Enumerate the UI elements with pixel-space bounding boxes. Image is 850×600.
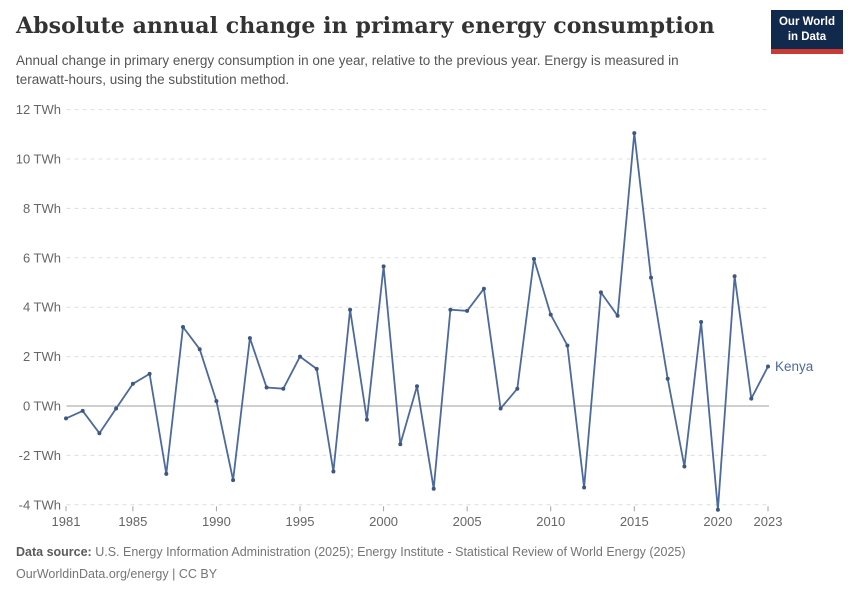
- data-point[interactable]: [147, 371, 152, 376]
- data-point[interactable]: [498, 406, 503, 411]
- data-point[interactable]: [699, 320, 704, 324]
- y-tick-label: 4 TWh: [23, 300, 61, 315]
- x-tick-label: 1995: [286, 514, 315, 529]
- y-axis-labels: 12 TWh 10 TWh 8 TWh 6 TWh 4 TWh 2 TWh 0 TWh -2 …: [16, 102, 61, 512]
- data-point[interactable]: [715, 507, 720, 512]
- owid-logo-line2: in Data: [787, 30, 827, 43]
- data-point[interactable]: [632, 131, 637, 136]
- data-point[interactable]: [532, 257, 536, 261]
- page-title: Absolute annual change in primary energy…: [16, 13, 715, 39]
- data-point[interactable]: [214, 399, 219, 404]
- data-point[interactable]: [331, 469, 336, 474]
- y-tick-label: 6 TWh: [23, 250, 61, 265]
- y-tick-label: 8 TWh: [23, 201, 61, 216]
- chart-footer: Data source: U.S. Energy Information Adm…: [16, 543, 836, 583]
- x-tick-label: 2010: [536, 514, 565, 529]
- data-point[interactable]: [598, 290, 603, 295]
- x-tick-label: 1985: [118, 514, 147, 529]
- x-axis-ticks: 1981 1985 1990 1995 2000 2005 2010 2015 2020 2023: [52, 506, 783, 529]
- data-point[interactable]: [164, 471, 169, 476]
- data-point[interactable]: [749, 396, 754, 401]
- entity-label[interactable]: Kenya: [775, 359, 814, 374]
- data-point[interactable]: [565, 343, 570, 348]
- y-tick-label: 2 TWh: [23, 349, 61, 364]
- data-point[interactable]: [481, 286, 486, 291]
- data-point[interactable]: [448, 307, 453, 312]
- data-point[interactable]: [80, 408, 85, 413]
- owid-logo[interactable]: Our World in Data: [770, 10, 843, 54]
- x-tick-label: 2023: [754, 514, 783, 529]
- x-tick-label: 2020: [703, 514, 732, 529]
- data-point[interactable]: [264, 385, 269, 390]
- data-point[interactable]: [281, 386, 286, 391]
- x-tick-label: 1990: [202, 514, 231, 529]
- data-source-text: U.S. Energy Information Administration (…: [95, 545, 686, 559]
- data-point[interactable]: [465, 308, 470, 313]
- data-point[interactable]: [298, 354, 302, 359]
- x-tick-label: 2000: [369, 514, 398, 529]
- data-point[interactable]: [682, 464, 687, 469]
- data-point[interactable]: [665, 376, 670, 381]
- data-point-markers[interactable]: [64, 131, 770, 512]
- data-point[interactable]: [649, 275, 653, 280]
- license-line: OurWorldinData.org/energy | CC BY: [16, 565, 836, 583]
- data-point[interactable]: [515, 386, 520, 391]
- data-point[interactable]: [231, 478, 236, 483]
- data-point[interactable]: [582, 485, 587, 490]
- data-point[interactable]: [181, 325, 185, 329]
- y-tick-label: 10 TWh: [16, 152, 61, 167]
- data-point[interactable]: [97, 431, 102, 436]
- chart-subtitle: Annual change in primary energy consumpt…: [16, 53, 679, 87]
- y-gridlines: [66, 109, 769, 506]
- owid-url-link[interactable]: OurWorldinData.org/energy: [16, 567, 169, 582]
- y-tick-label: -4 TWh: [19, 497, 61, 512]
- data-point[interactable]: [64, 416, 68, 421]
- owid-logo-line1: Our World: [778, 16, 835, 28]
- license-label: CC BY: [178, 567, 218, 582]
- data-point[interactable]: [615, 313, 620, 318]
- y-tick-label: 12 TWh: [16, 102, 61, 117]
- data-point[interactable]: [766, 364, 770, 369]
- data-point[interactable]: [364, 417, 369, 422]
- chart-svg[interactable]: 12 TWh 10 TWh 8 TWh 6 TWh 4 TWh 2 TWh 0 TWh -2 …: [0, 100, 850, 540]
- y-tick-label: 0 TWh: [23, 399, 61, 414]
- data-point[interactable]: [398, 442, 403, 447]
- x-tick-label: 2005: [453, 514, 482, 529]
- data-point[interactable]: [381, 264, 386, 269]
- series-line[interactable]: [65, 132, 769, 511]
- data-point[interactable]: [197, 347, 202, 352]
- x-tick-label: 2015: [620, 514, 649, 529]
- data-point[interactable]: [348, 307, 353, 312]
- data-point[interactable]: [130, 381, 135, 386]
- data-point[interactable]: [431, 486, 436, 491]
- x-tick-label: 1981: [52, 514, 81, 529]
- data-point[interactable]: [314, 366, 319, 371]
- data-source-label: Data source:: [16, 545, 92, 559]
- data-point[interactable]: [548, 312, 553, 317]
- data-point[interactable]: [247, 336, 252, 341]
- chart-header: Absolute annual change in primary energy…: [0, 0, 850, 100]
- footer-separator: |: [172, 567, 176, 582]
- y-tick-label: -2 TWh: [19, 448, 61, 463]
- data-point[interactable]: [415, 384, 419, 389]
- data-point[interactable]: [114, 406, 119, 411]
- line-chart[interactable]: 12 TWh 10 TWh 8 TWh 6 TWh 4 TWh 2 TWh 0 TWh -2 …: [0, 100, 850, 540]
- data-point[interactable]: [732, 274, 737, 279]
- data-source-line: Data source: U.S. Energy Information Adm…: [16, 543, 836, 561]
